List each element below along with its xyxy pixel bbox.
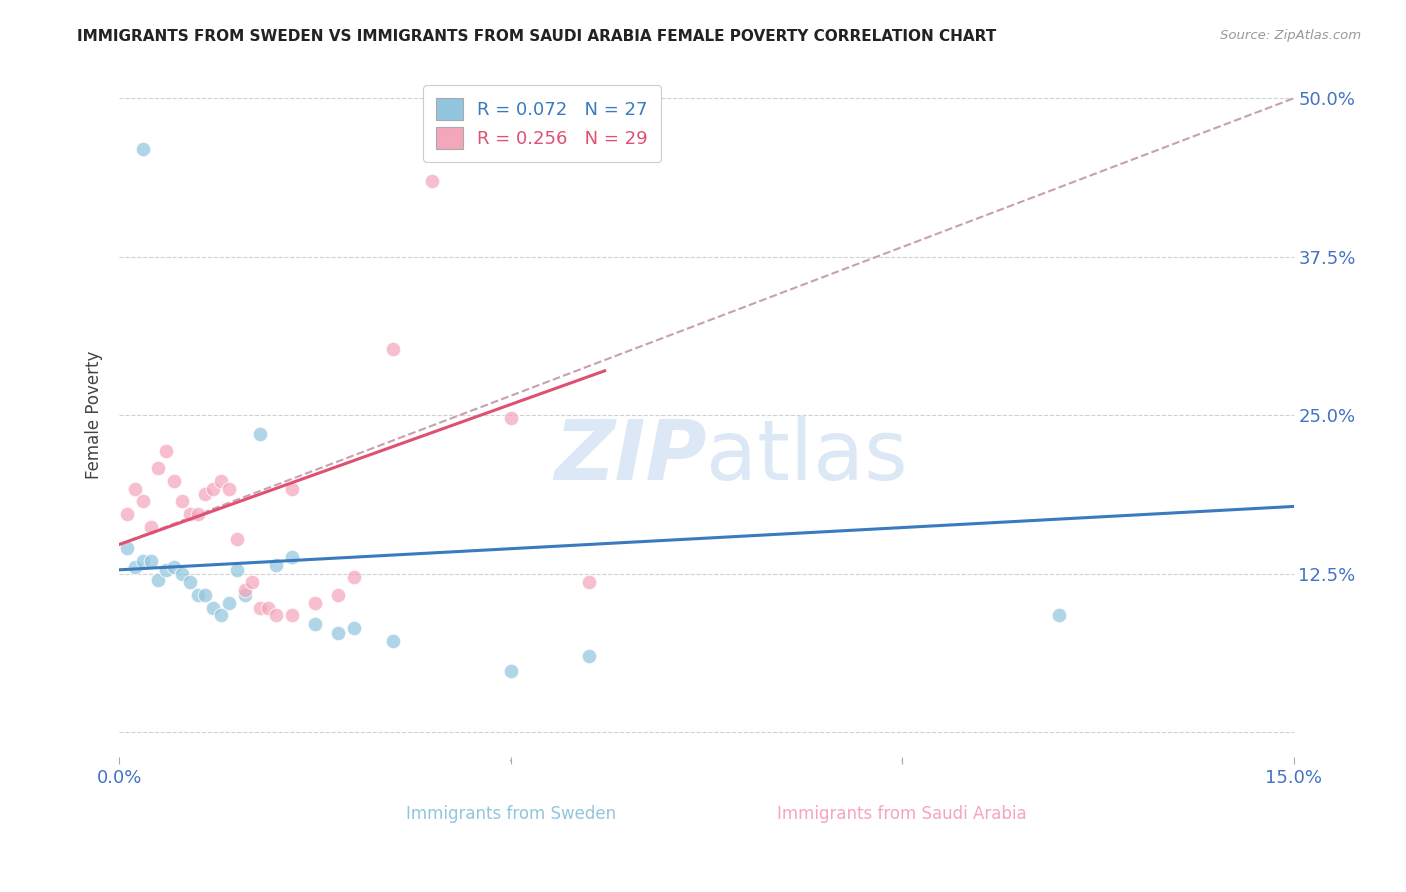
Point <box>163 474 186 488</box>
Text: IMMIGRANTS FROM SWEDEN VS IMMIGRANTS FROM SAUDI ARABIA FEMALE POVERTY CORRELATIO: IMMIGRANTS FROM SWEDEN VS IMMIGRANTS FRO… <box>77 29 997 44</box>
Point <box>179 575 201 590</box>
Point <box>179 507 201 521</box>
Point <box>225 533 247 547</box>
Point <box>115 507 138 521</box>
Point <box>328 626 350 640</box>
Point <box>218 482 240 496</box>
Point <box>499 664 522 678</box>
Point <box>155 443 177 458</box>
Point <box>139 519 162 533</box>
Point <box>280 550 302 565</box>
Point <box>304 617 326 632</box>
Point <box>170 494 193 508</box>
Point <box>139 554 162 568</box>
Point <box>499 410 522 425</box>
Text: atlas: atlas <box>706 416 908 497</box>
Point <box>187 507 209 521</box>
Point <box>304 596 326 610</box>
Point <box>124 560 146 574</box>
Legend: R = 0.072   N = 27, R = 0.256   N = 29: R = 0.072 N = 27, R = 0.256 N = 29 <box>423 86 661 162</box>
Point <box>115 541 138 556</box>
Point <box>343 621 366 635</box>
Point <box>132 142 155 156</box>
Point <box>280 482 302 496</box>
Point <box>225 563 247 577</box>
Point <box>382 633 405 648</box>
Point <box>132 554 155 568</box>
Point <box>343 570 366 584</box>
Point <box>578 648 600 663</box>
Text: ZIP: ZIP <box>554 416 706 497</box>
Point <box>194 487 217 501</box>
Point <box>249 427 271 442</box>
Text: Immigrants from Sweden: Immigrants from Sweden <box>406 805 616 823</box>
Text: Source: ZipAtlas.com: Source: ZipAtlas.com <box>1220 29 1361 42</box>
Point <box>148 573 170 587</box>
Point <box>328 588 350 602</box>
Point <box>218 596 240 610</box>
Point <box>1047 608 1070 623</box>
Point <box>194 588 217 602</box>
Point <box>202 482 225 496</box>
Y-axis label: Female Poverty: Female Poverty <box>86 351 103 479</box>
Point <box>264 608 287 623</box>
Point <box>240 575 263 590</box>
Point <box>148 461 170 475</box>
Point <box>382 343 405 357</box>
Point <box>249 600 271 615</box>
Text: Immigrants from Saudi Arabia: Immigrants from Saudi Arabia <box>778 805 1026 823</box>
Point <box>124 482 146 496</box>
Point <box>155 563 177 577</box>
Point <box>209 608 232 623</box>
Point <box>209 474 232 488</box>
Point <box>163 560 186 574</box>
Point <box>422 174 444 188</box>
Point <box>233 583 256 598</box>
Point <box>257 600 280 615</box>
Point <box>233 588 256 602</box>
Point <box>578 575 600 590</box>
Point <box>264 558 287 572</box>
Point <box>170 566 193 581</box>
Point <box>280 608 302 623</box>
Point <box>132 494 155 508</box>
Point <box>187 588 209 602</box>
Point <box>202 600 225 615</box>
